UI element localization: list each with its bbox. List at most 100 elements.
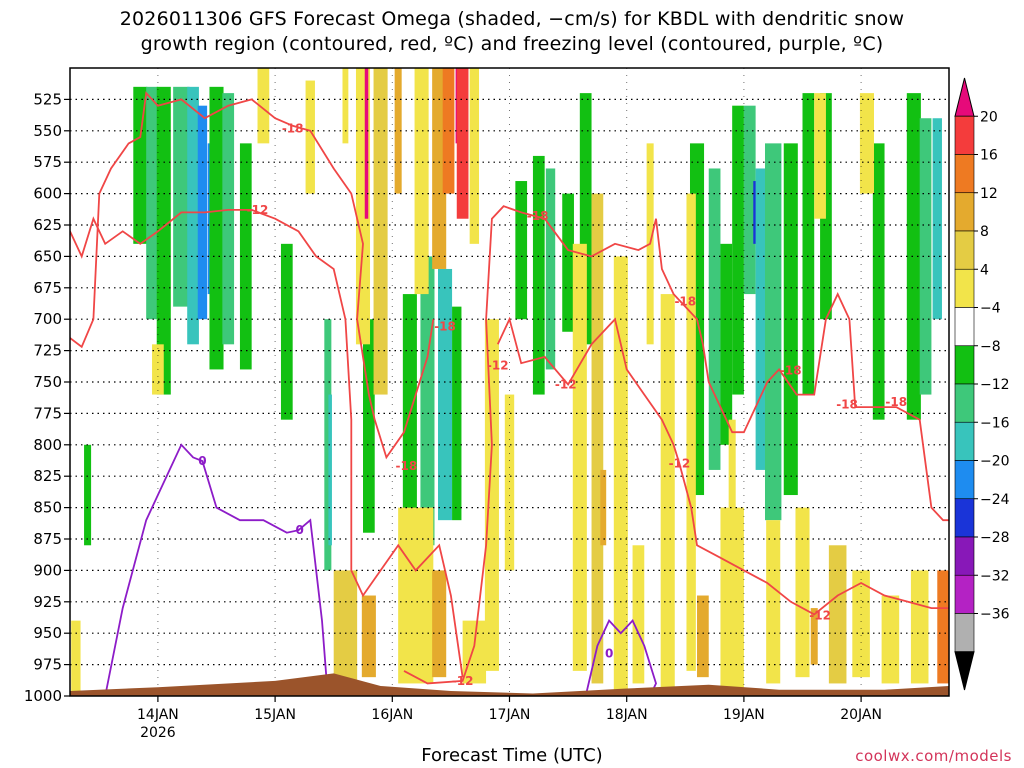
- x-tick-label: 20JAN: [840, 707, 882, 723]
- x-axis: 14JAN 2026 15JAN 16JAN 17JAN 18JAN 19JAN 20JAN: [137, 696, 882, 741]
- contour-label: -18: [282, 121, 304, 135]
- y-tick-label: 625: [33, 216, 62, 234]
- contour-label: -12: [555, 378, 577, 392]
- y-tick-label: 1000: [24, 687, 62, 705]
- omega-cell: [398, 507, 434, 684]
- colorbar-label: −28: [980, 530, 1010, 546]
- omega-cell: [728, 419, 736, 508]
- colorbar-swatch: [954, 230, 975, 270]
- omega-cell: [452, 306, 462, 521]
- omega-cell: [881, 595, 900, 684]
- contour-label: -18: [434, 320, 456, 334]
- omega-cell: [732, 105, 744, 395]
- omega-cell: [937, 570, 949, 684]
- omega-cell: [328, 394, 332, 546]
- y-tick-label: 550: [33, 122, 62, 140]
- contour-label: -18: [527, 209, 549, 223]
- colorbar-label: −4: [980, 301, 1001, 317]
- omega-cell: [420, 256, 435, 546]
- chart-title-line-1: 2026011306 GFS Forecast Omega (shaded, −…: [119, 8, 905, 30]
- contour-label: -12: [809, 609, 831, 623]
- colorbar-swatch: [954, 192, 975, 232]
- y-tick-label: 850: [33, 499, 62, 517]
- omega-cell: [600, 469, 607, 546]
- contour-label: 0: [605, 646, 613, 660]
- omega-cell: [462, 620, 487, 684]
- y-tick-label: 575: [33, 153, 62, 171]
- y-tick-label: 950: [33, 624, 62, 642]
- omega-cell: [755, 168, 768, 470]
- x-tick-sublabel: 2026: [140, 725, 176, 741]
- contour-minus-12-east: [496, 316, 949, 616]
- omega-cell: [469, 68, 480, 244]
- terrain-fill: [70, 673, 949, 696]
- y-tick-label: 525: [33, 90, 62, 108]
- omega-cell: [361, 595, 376, 678]
- omega-cell: [84, 444, 92, 546]
- omega-cell: [280, 243, 293, 420]
- omega-cell: [209, 86, 224, 370]
- colorbar-swatch: [954, 460, 975, 500]
- colorbar-swatch: [954, 574, 975, 614]
- omega-cell: [872, 143, 885, 420]
- omega-cell: [438, 268, 453, 521]
- omega-cell: [442, 68, 455, 194]
- x-tick-label: 19JAN: [723, 707, 765, 723]
- omega-cell: [342, 68, 349, 144]
- omega-cell: [394, 68, 402, 194]
- contour-freezing-level-east: [584, 619, 657, 696]
- contour-minus-12: [70, 209, 464, 678]
- contour-label: 0: [198, 454, 206, 468]
- omega-cell: [632, 545, 645, 684]
- colorbar-swatch: [954, 383, 975, 423]
- y-tick-label: 800: [33, 436, 62, 454]
- colorbar-label: −32: [980, 568, 1010, 584]
- omega-cell: [697, 595, 709, 678]
- x-tick-label: 17JAN: [489, 707, 531, 723]
- contour-label: -18: [836, 398, 858, 412]
- omega-cell: [795, 507, 810, 678]
- omega-cell: [456, 68, 469, 219]
- colorbar-swatch: [954, 536, 975, 576]
- colorbar: 20 16 12 8 4 −4 −8 −12 −16 −20 −24 −28 −32 −36: [954, 77, 1010, 691]
- contour-label: -18: [780, 364, 802, 378]
- grid-lines: [70, 68, 949, 696]
- omega-cell: [432, 570, 447, 678]
- omega-cell: [373, 68, 388, 395]
- omega-cell: [828, 545, 847, 684]
- omega-cell: [156, 86, 171, 395]
- omega-cell: [187, 86, 199, 345]
- omega-cell: [133, 86, 148, 244]
- omega-cell: [305, 80, 315, 194]
- contour-label: -18: [885, 395, 907, 409]
- omega-cell: [222, 93, 235, 345]
- colorbar-label: −8: [980, 339, 1001, 355]
- contour-minus-18-east: [403, 205, 949, 685]
- omega-cell: [766, 520, 781, 684]
- contour-minus-18: [70, 91, 435, 460]
- y-tick-label: 650: [33, 247, 62, 265]
- omega-cell: [364, 68, 369, 219]
- omega-cell: [324, 319, 332, 571]
- omega-cell: [720, 243, 733, 445]
- colorbar-swatch: [954, 77, 975, 117]
- colorbar-label: 12: [980, 186, 998, 202]
- omega-cell: [532, 155, 545, 395]
- colorbar-swatch: [954, 421, 975, 461]
- y-tick-label: 725: [33, 342, 62, 360]
- omega-cell: [591, 193, 604, 684]
- colorbar-label: −24: [980, 492, 1010, 508]
- omega-cell: [820, 93, 832, 320]
- y-tick-label: 825: [33, 467, 62, 485]
- colorbar-label: 20: [980, 109, 998, 125]
- y-tick-label: 925: [33, 593, 62, 611]
- omega-cell: [572, 243, 587, 671]
- omega-cell: [402, 294, 417, 546]
- credit-text: coolwx.com/models: [855, 747, 1012, 765]
- omega-cell: [859, 93, 874, 194]
- y-tick-label: 675: [33, 279, 62, 297]
- omega-cell: [504, 394, 515, 571]
- colorbar-swatch: [954, 154, 975, 194]
- omega-cell: [257, 68, 270, 144]
- y-axis: 525 550 575 600 625 650 675 700 725 750 775 800 825 8…: [24, 90, 70, 705]
